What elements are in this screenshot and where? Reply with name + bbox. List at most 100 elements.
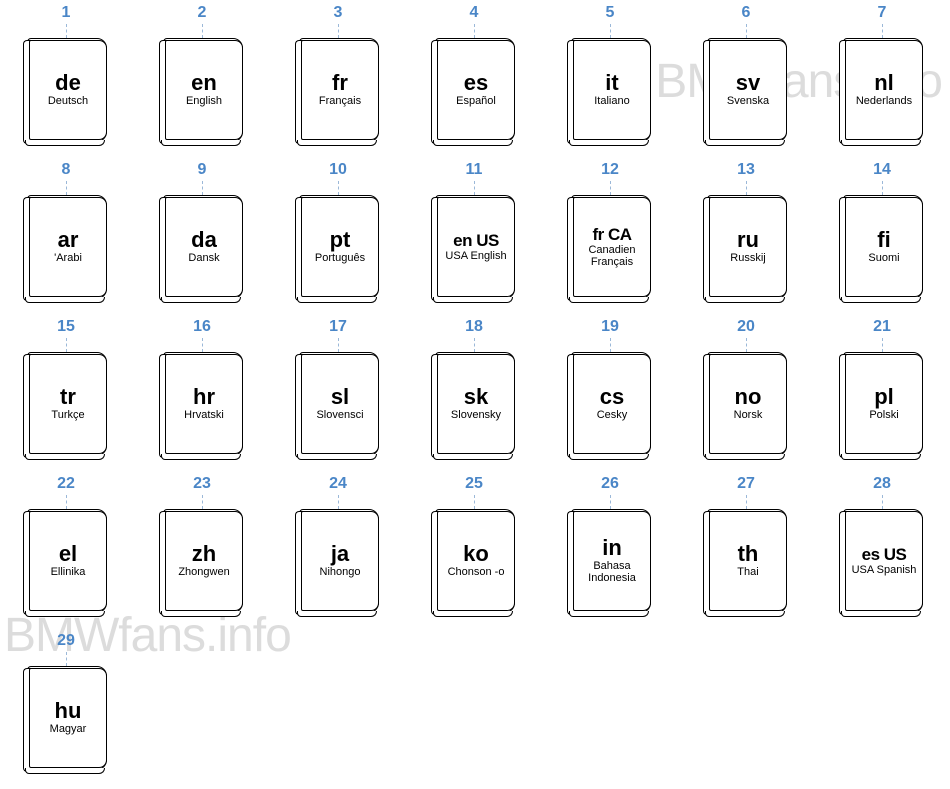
language-code: no [735, 386, 762, 408]
book-icon[interactable]: jaNihongo [295, 509, 381, 619]
language-number: 17 [329, 318, 347, 338]
book-icon[interactable]: noNorsk [703, 352, 789, 462]
book-icon[interactable]: es USUSA Spanish [839, 509, 925, 619]
language-number: 21 [873, 318, 891, 338]
language-name: Dansk [188, 253, 219, 265]
book-icon[interactable]: csCesky [567, 352, 653, 462]
book-icon[interactable]: itItaliano [567, 38, 653, 148]
book-icon[interactable]: plPolski [839, 352, 925, 462]
language-name: Español [456, 96, 496, 108]
language-cell[interactable]: 26 inBahasa Indonesia [564, 475, 656, 632]
language-name: Canadien Français [576, 245, 648, 268]
language-name: Hrvatski [184, 410, 224, 422]
leader-line [882, 181, 883, 195]
leader-line [202, 338, 203, 352]
language-cell[interactable]: 15trTurkçe [20, 318, 112, 475]
book-icon[interactable]: inBahasa Indonesia [567, 509, 653, 619]
book-icon[interactable]: deDeutsch [23, 38, 109, 148]
language-cell[interactable]: 24 jaNihongo [292, 475, 384, 632]
language-cell[interactable]: 4esEspañol [428, 4, 520, 161]
leader-line [882, 338, 883, 352]
language-cell[interactable]: 3 fr Français [292, 4, 384, 161]
language-number: 24 [329, 475, 347, 495]
language-cell[interactable]: 27thThai [700, 475, 792, 632]
book-icon[interactable]: daDansk [159, 195, 245, 305]
language-cell[interactable]: 25koChonson -o [428, 475, 520, 632]
language-cell[interactable]: 2enEnglish [156, 4, 248, 161]
language-name: 'Arabi [54, 253, 82, 265]
language-number: 18 [465, 318, 483, 338]
book-cover: zhZhongwen [165, 511, 243, 611]
book-icon[interactable]: en USUSA English [431, 195, 517, 305]
language-cell[interactable]: 21 plPolski [836, 318, 928, 475]
book-icon[interactable]: nlNederlands [839, 38, 925, 148]
language-cell[interactable]: 5itItaliano [564, 4, 656, 161]
leader-line [610, 495, 611, 509]
language-number: 13 [737, 161, 755, 181]
language-cell[interactable]: 18 skSlovensky [428, 318, 520, 475]
language-cell[interactable]: 29huMagyar [20, 632, 112, 789]
book-cover: daDansk [165, 197, 243, 297]
leader-line [746, 338, 747, 352]
language-cell[interactable]: 19csCesky [564, 318, 656, 475]
language-cell[interactable]: 14fiSuomi [836, 161, 928, 318]
book-icon[interactable]: skSlovensky [431, 352, 517, 462]
book-icon[interactable]: thThai [703, 509, 789, 619]
book-icon[interactable]: fiSuomi [839, 195, 925, 305]
language-cell[interactable]: 20noNorsk [700, 318, 792, 475]
leader-line [882, 495, 883, 509]
language-cell[interactable]: 16hrHrvatski [156, 318, 248, 475]
language-number: 11 [466, 161, 483, 181]
book-cover: skSlovensky [437, 354, 515, 454]
language-name: Français [319, 96, 361, 108]
book-icon[interactable]: trTurkçe [23, 352, 109, 462]
language-code: th [738, 543, 759, 565]
language-number: 26 [601, 475, 619, 495]
language-cell[interactable]: 6svSvenska [700, 4, 792, 161]
language-cell[interactable]: 22elEllinika [20, 475, 112, 632]
language-code: fr [332, 72, 348, 94]
book-cover: thThai [709, 511, 787, 611]
language-code: ja [331, 543, 349, 565]
language-cell[interactable]: 28es USUSA Spanish [836, 475, 928, 632]
book-icon[interactable]: ar 'Arabi [23, 195, 109, 305]
language-number: 3 [334, 4, 343, 24]
language-code: ar [58, 229, 79, 251]
language-cell[interactable]: 17 slSlovensci [292, 318, 384, 475]
book-icon[interactable]: zhZhongwen [159, 509, 245, 619]
book-icon[interactable]: koChonson -o [431, 509, 517, 619]
book-icon[interactable]: elEllinika [23, 509, 109, 619]
book-icon[interactable]: huMagyar [23, 666, 109, 776]
language-code: ru [737, 229, 759, 251]
language-cell[interactable]: 12fr CACanadien Français [564, 161, 656, 318]
language-cell[interactable]: 8ar'Arabi [20, 161, 112, 318]
leader-line [66, 181, 67, 195]
language-cell[interactable]: 11 en USUSA English [428, 161, 520, 318]
language-cell[interactable]: 23zhZhongwen [156, 475, 248, 632]
book-icon[interactable]: svSvenska [703, 38, 789, 148]
book-cover: fr CACanadien Français [573, 197, 651, 297]
book-icon[interactable]: enEnglish [159, 38, 245, 148]
language-cell[interactable]: 9 daDansk [156, 161, 248, 318]
book-cover: noNorsk [709, 354, 787, 454]
book-icon[interactable]: slSlovensci [295, 352, 381, 462]
language-code: es [464, 72, 488, 94]
leader-line [610, 181, 611, 195]
leader-line [474, 24, 475, 38]
book-icon[interactable]: fr Français [295, 38, 381, 148]
book-icon[interactable]: ptPortuguês [295, 195, 381, 305]
language-cell[interactable]: 13 ruRusskij [700, 161, 792, 318]
language-number: 9 [198, 161, 207, 181]
book-icon[interactable]: hrHrvatski [159, 352, 245, 462]
language-cell[interactable]: 1deDeutsch [20, 4, 112, 161]
book-icon[interactable]: fr CACanadien Français [567, 195, 653, 305]
book-icon[interactable]: es Español [431, 38, 517, 148]
book-cover: es Español [437, 40, 515, 140]
book-cover: svSvenska [709, 40, 787, 140]
language-cell[interactable]: 10ptPortuguês [292, 161, 384, 318]
book-icon[interactable]: ruRusskij [703, 195, 789, 305]
language-cell[interactable]: 7nlNederlands [836, 4, 928, 161]
language-name: Polski [869, 410, 898, 422]
language-code: sv [736, 72, 760, 94]
book-cover: es USUSA Spanish [845, 511, 923, 611]
